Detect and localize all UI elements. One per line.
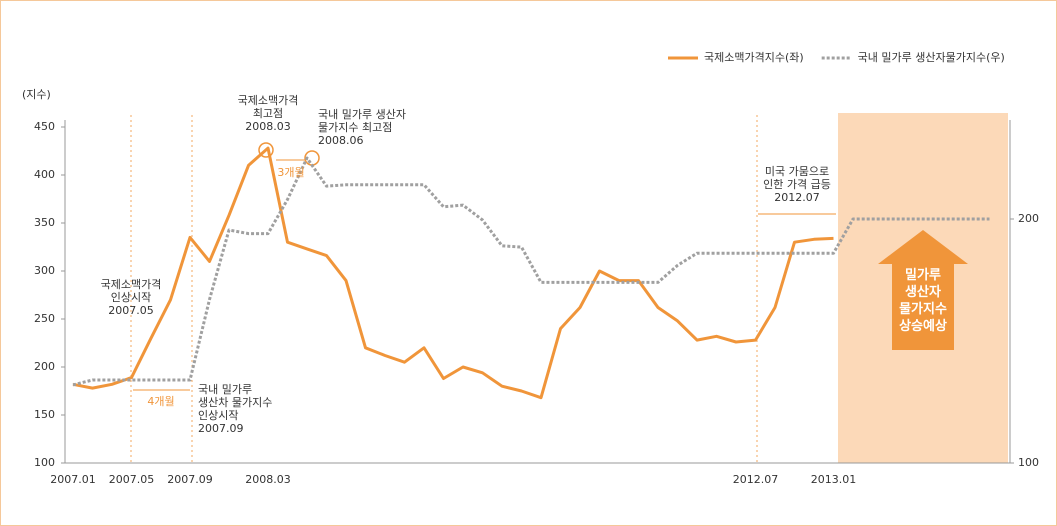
- y2-tick-label: 100: [1018, 456, 1039, 469]
- annotation: 국내 밀가루 생산차 물가지수 인상시작 2007.09: [198, 383, 272, 435]
- peak-marker: [258, 142, 274, 158]
- annotation-line: 국내 밀가루: [198, 383, 252, 396]
- forecast-line: 생산자: [905, 284, 941, 300]
- annotation-line: 생산차 물가지수: [198, 396, 272, 409]
- y-tick-label: 300: [34, 264, 55, 277]
- y2-tick-label: 200: [1018, 212, 1039, 225]
- annotation-line: 2012.07: [774, 191, 820, 204]
- annotation-line: 2008.03: [245, 120, 291, 133]
- y-tick-label: 150: [34, 408, 55, 421]
- annotation-line: 미국 가뭄으로: [765, 165, 829, 178]
- forecast-arrow: [878, 230, 968, 350]
- series-line: [72, 146, 834, 400]
- annotation-line: 국제소맥가격: [101, 278, 162, 291]
- x-tick-label: 2008.03: [245, 473, 291, 486]
- y-tick-label: 350: [34, 216, 55, 229]
- x-tick-label: 2007.05: [109, 473, 155, 486]
- series-line: [72, 156, 990, 387]
- annotation: 4개월: [147, 395, 174, 408]
- forecast-line: 밀가루: [905, 268, 941, 283]
- y-tick-label: 100: [34, 456, 55, 469]
- annotation: 3개월: [277, 166, 304, 179]
- annotation-line: 4개월: [147, 395, 174, 408]
- legend-label: 국내 밀가루 생산자물가지수(우): [858, 51, 1005, 64]
- annotation-line: 인한 가격 급등: [763, 178, 831, 191]
- y-tick-label: 400: [34, 168, 55, 181]
- forecast-line: 물가지수: [899, 302, 947, 317]
- x-tick-label: 2013.01: [811, 473, 857, 486]
- forecast-line: 상승예상: [899, 318, 947, 334]
- annotation-line: 국제소맥가격: [238, 94, 299, 107]
- legend-label: 국제소맥가격지수(좌): [704, 51, 804, 64]
- annotation-line: 2007.05: [108, 304, 154, 317]
- annotation: 국제소맥가격 최고점 2008.03: [238, 94, 299, 133]
- annotation-line: 2007.09: [198, 422, 244, 435]
- annotation: 미국 가뭄으로 인한 가격 급등 2012.07: [763, 165, 831, 204]
- annotation-line: 2008.06: [318, 134, 364, 147]
- annotation-line: 물가지수 최고점: [318, 121, 392, 134]
- annotation-line: 인상시작: [198, 409, 238, 422]
- x-tick-label: 2007.09: [167, 473, 213, 486]
- y-tick-label: 200: [34, 360, 55, 373]
- y-axis-label: (지수): [22, 88, 51, 101]
- annotation-line: 최고점: [253, 107, 283, 120]
- y-tick-label: 250: [34, 312, 55, 325]
- annotation-line: 3개월: [277, 166, 304, 179]
- x-tick-label: 2007.01: [50, 473, 96, 486]
- annotation-line: 인상시작: [111, 291, 151, 304]
- annotation: 국제소맥가격 인상시작 2007.05: [101, 278, 162, 317]
- x-tick-label: 2012.07: [733, 473, 779, 486]
- annotation: 국내 밀가루 생산자 물가지수 최고점 2008.06: [318, 108, 406, 147]
- y-tick-label: 450: [34, 120, 55, 133]
- annotation-line: 국내 밀가루 생산자: [318, 108, 406, 121]
